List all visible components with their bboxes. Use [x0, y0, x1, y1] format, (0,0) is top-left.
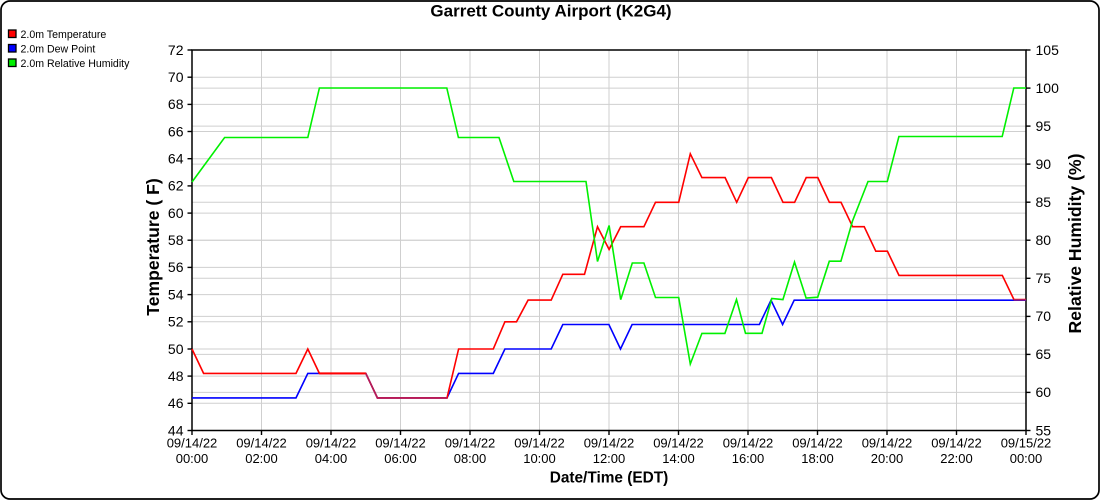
svg-text:68: 68	[168, 96, 184, 112]
svg-text:70: 70	[168, 69, 184, 85]
svg-text:09/14/22: 09/14/22	[931, 436, 982, 451]
svg-text:60: 60	[168, 205, 184, 221]
svg-text:09/14/22: 09/14/22	[584, 436, 635, 451]
svg-text:02:00: 02:00	[245, 451, 278, 466]
svg-text:09/14/22: 09/14/22	[653, 436, 704, 451]
svg-text:70: 70	[1036, 308, 1052, 324]
svg-text:09/14/22: 09/14/22	[862, 436, 913, 451]
svg-text:00:00: 00:00	[176, 451, 209, 466]
svg-text:09/15/22: 09/15/22	[1001, 436, 1052, 451]
svg-text:55: 55	[1036, 422, 1052, 438]
svg-text:46: 46	[168, 395, 184, 411]
svg-text:20:00: 20:00	[871, 451, 904, 466]
svg-text:09/14/22: 09/14/22	[236, 436, 287, 451]
svg-text:Temperature ( F): Temperature ( F)	[143, 178, 163, 316]
svg-text:08:00: 08:00	[454, 451, 487, 466]
svg-text:16:00: 16:00	[732, 451, 765, 466]
svg-text:00:00: 00:00	[1010, 451, 1043, 466]
svg-text:100: 100	[1036, 80, 1060, 96]
svg-text:80: 80	[1036, 232, 1052, 248]
svg-text:06:00: 06:00	[384, 451, 417, 466]
svg-text:09/14/22: 09/14/22	[306, 436, 357, 451]
svg-text:48: 48	[168, 368, 184, 384]
svg-text:09/14/22: 09/14/22	[167, 436, 218, 451]
svg-text:14:00: 14:00	[662, 451, 695, 466]
svg-text:58: 58	[168, 232, 184, 248]
svg-text:12:00: 12:00	[593, 451, 626, 466]
svg-text:09/14/22: 09/14/22	[514, 436, 565, 451]
svg-text:Garrett County Airport (K2G4): Garrett County Airport (K2G4)	[430, 2, 671, 21]
svg-text:65: 65	[1036, 346, 1052, 362]
svg-text:Relative Humidity (%): Relative Humidity (%)	[1065, 154, 1085, 334]
svg-text:09/14/22: 09/14/22	[445, 436, 496, 451]
svg-text:09/14/22: 09/14/22	[375, 436, 426, 451]
svg-text:54: 54	[168, 286, 184, 302]
svg-text:22:00: 22:00	[940, 451, 973, 466]
svg-text:75: 75	[1036, 270, 1052, 286]
svg-text:04:00: 04:00	[315, 451, 348, 466]
svg-text:66: 66	[168, 123, 184, 139]
svg-text:72: 72	[168, 42, 184, 58]
svg-text:50: 50	[168, 341, 184, 357]
svg-text:09/14/22: 09/14/22	[723, 436, 774, 451]
svg-text:Date/Time (EDT): Date/Time (EDT)	[550, 470, 669, 487]
svg-text:60: 60	[1036, 384, 1052, 400]
svg-text:2.0m Relative Humidity: 2.0m Relative Humidity	[21, 58, 131, 70]
svg-text:95: 95	[1036, 118, 1052, 134]
svg-text:64: 64	[168, 151, 184, 167]
svg-text:52: 52	[168, 314, 184, 330]
svg-text:10:00: 10:00	[523, 451, 556, 466]
svg-text:62: 62	[168, 178, 184, 194]
svg-text:44: 44	[168, 422, 184, 438]
svg-text:105: 105	[1036, 42, 1060, 58]
svg-text:2.0m Temperature: 2.0m Temperature	[21, 29, 107, 41]
svg-text:2.0m Dew Point: 2.0m Dew Point	[21, 44, 96, 56]
svg-text:18:00: 18:00	[801, 451, 834, 466]
svg-text:85: 85	[1036, 194, 1052, 210]
svg-text:09/14/22: 09/14/22	[792, 436, 843, 451]
svg-text:90: 90	[1036, 156, 1052, 172]
svg-text:56: 56	[168, 259, 184, 275]
